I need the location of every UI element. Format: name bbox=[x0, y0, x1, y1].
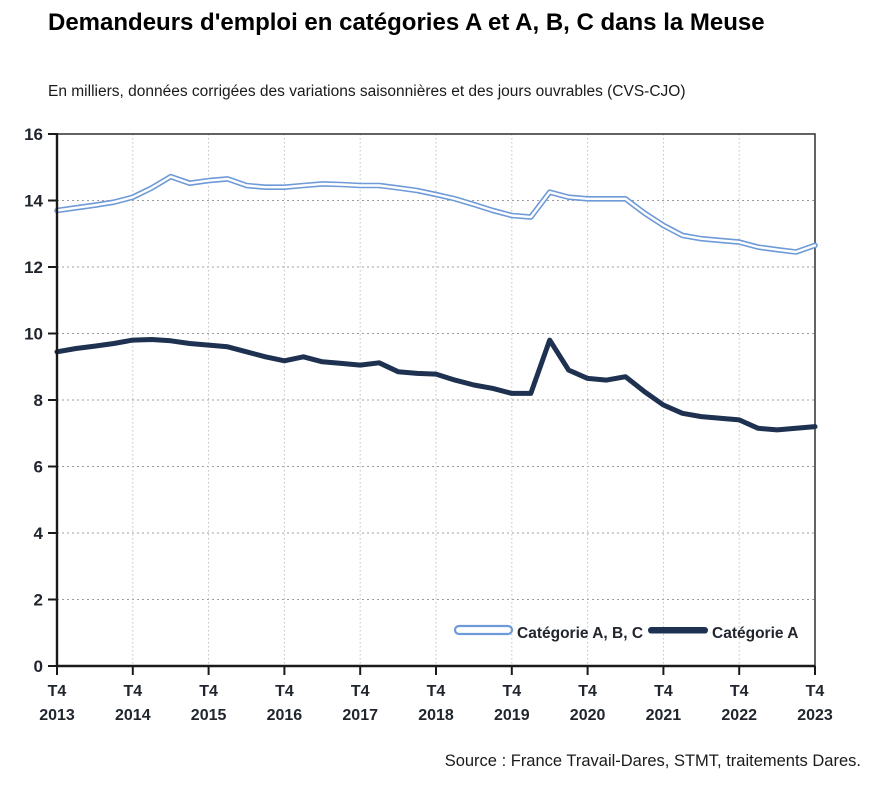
y-axis-tick-label: 6 bbox=[34, 458, 43, 477]
legend-swatch-categorie-a bbox=[648, 627, 708, 634]
y-axis-tick-label: 14 bbox=[24, 192, 43, 211]
source-note: Source : France Travail-Dares, STMT, tra… bbox=[444, 752, 861, 770]
x-axis-tick-label-quarter: T4 bbox=[123, 683, 142, 700]
x-axis-tick-label-year: 2017 bbox=[342, 707, 378, 724]
x-axis-tick-label-quarter: T4 bbox=[654, 683, 673, 700]
x-axis-tick-label-year: 2015 bbox=[191, 707, 227, 724]
y-axis-tick-label: 16 bbox=[24, 125, 43, 144]
x-axis-tick-label-year: 2018 bbox=[418, 707, 454, 724]
x-axis-tick-label-year: 2020 bbox=[570, 707, 606, 724]
x-axis-tick-label-quarter: T4 bbox=[351, 683, 370, 700]
y-axis-tick-label: 2 bbox=[34, 591, 43, 610]
x-axis-tick-label-quarter: T4 bbox=[730, 683, 749, 700]
x-axis-tick-label-quarter: T4 bbox=[199, 683, 218, 700]
y-axis-tick-label: 10 bbox=[24, 325, 43, 344]
x-axis-tick-label-year: 2023 bbox=[797, 707, 833, 724]
x-axis-tick-label-quarter: T4 bbox=[806, 683, 825, 700]
x-axis-tick-label-year: 2014 bbox=[115, 707, 151, 724]
x-axis-tick-label-year: 2021 bbox=[646, 707, 682, 724]
x-axis-tick-label-year: 2019 bbox=[494, 707, 530, 724]
y-axis-tick-label: 0 bbox=[34, 657, 43, 676]
legend-label-categorie-a: Catégorie A bbox=[712, 625, 798, 642]
series-categorie-abc-core bbox=[55, 175, 817, 254]
x-axis-tick-label-year: 2022 bbox=[721, 707, 757, 724]
x-axis-tick-label-year: 2016 bbox=[267, 707, 303, 724]
y-axis-tick-label: 12 bbox=[24, 258, 43, 277]
chart-title: Demandeurs d'emploi en catégories A et A… bbox=[48, 9, 765, 36]
x-axis-tick-label-quarter: T4 bbox=[427, 683, 446, 700]
chart-subtitle: En milliers, données corrigées des varia… bbox=[48, 83, 686, 100]
series-categorie-a bbox=[54, 337, 818, 433]
legend-label-categorie-abc: Catégorie A, B, C bbox=[517, 625, 643, 642]
x-axis-tick-label-quarter: T4 bbox=[275, 683, 294, 700]
y-axis-tick-label: 4 bbox=[34, 524, 44, 543]
legend-swatch-categorie-abc bbox=[453, 624, 514, 636]
x-axis-tick-label-quarter: T4 bbox=[502, 683, 521, 700]
x-axis-tick-label-year: 2013 bbox=[39, 707, 75, 724]
x-axis-tick-label-quarter: T4 bbox=[578, 683, 597, 700]
y-axis-tick-label: 8 bbox=[34, 391, 43, 410]
x-axis-tick-label-quarter: T4 bbox=[48, 683, 67, 700]
